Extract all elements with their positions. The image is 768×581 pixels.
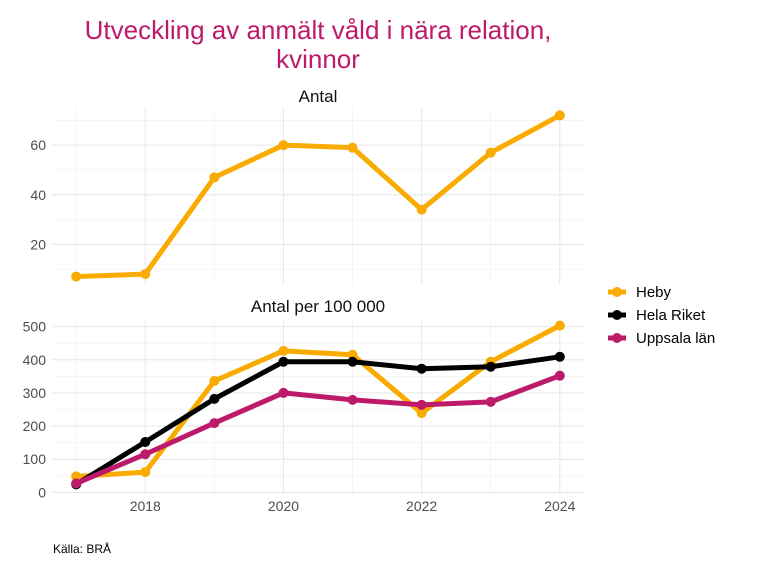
y-tick-label: 500 bbox=[23, 319, 47, 335]
series-line-heby bbox=[76, 323, 561, 479]
data-point bbox=[416, 363, 427, 374]
data-point bbox=[554, 370, 565, 381]
data-point bbox=[278, 140, 289, 151]
legend-label: Heby bbox=[636, 284, 672, 301]
x-tick-label: 2018 bbox=[130, 498, 161, 514]
y-tick-label: 400 bbox=[23, 352, 47, 368]
y-tick-label: 0 bbox=[38, 484, 46, 500]
y-tick-label: 60 bbox=[30, 137, 46, 153]
chart-title-line1: Utveckling av anmält våld i nära relatio… bbox=[85, 15, 552, 45]
data-point bbox=[209, 375, 220, 386]
series-line-uppsala-län bbox=[75, 373, 561, 486]
data-point bbox=[485, 361, 496, 372]
panel-title-bottom: Antal per 100 000 bbox=[251, 297, 385, 316]
data-point bbox=[209, 393, 220, 404]
data-point bbox=[485, 396, 496, 407]
data-point bbox=[209, 172, 220, 183]
data-point bbox=[71, 471, 82, 482]
data-point bbox=[140, 269, 151, 280]
data-point bbox=[554, 351, 565, 362]
data-point bbox=[485, 147, 496, 158]
data-point bbox=[278, 345, 289, 356]
data-point bbox=[347, 142, 358, 153]
series-line-heby bbox=[76, 113, 562, 280]
chart-title-line2: kvinnor bbox=[276, 44, 360, 74]
data-point bbox=[209, 418, 220, 429]
data-point bbox=[347, 394, 358, 405]
data-point bbox=[278, 387, 289, 398]
x-tick-label: 2020 bbox=[268, 498, 299, 514]
y-tick-label: 100 bbox=[23, 451, 47, 467]
data-point bbox=[71, 271, 82, 282]
y-tick-label: 200 bbox=[23, 418, 47, 434]
series-line-hela-riket bbox=[74, 354, 561, 487]
data-point bbox=[347, 356, 358, 367]
x-tick-label: 2022 bbox=[406, 498, 437, 514]
y-tick-label: 40 bbox=[30, 187, 46, 203]
data-point bbox=[554, 110, 565, 121]
data-point bbox=[140, 467, 151, 478]
legend-label: Uppsala län bbox=[636, 330, 715, 347]
data-point bbox=[416, 408, 427, 419]
x-tick-label: 2024 bbox=[544, 498, 575, 514]
legend: Heby Hela Riket Uppsala län bbox=[608, 284, 715, 347]
data-point bbox=[278, 356, 289, 367]
data-point bbox=[347, 349, 358, 360]
data-point bbox=[416, 204, 427, 215]
legend-label: Hela Riket bbox=[636, 307, 706, 324]
panel-title-top: Antal bbox=[299, 87, 338, 106]
data-point bbox=[140, 436, 151, 447]
legend-key-point bbox=[612, 333, 622, 343]
caption: Källa: BRÅ bbox=[53, 541, 111, 556]
legend-key-point bbox=[612, 287, 622, 297]
data-point bbox=[140, 449, 151, 460]
legend-key-point bbox=[612, 310, 622, 320]
data-point bbox=[554, 320, 565, 331]
y-tick-label: 20 bbox=[30, 236, 46, 252]
y-tick-label: 300 bbox=[23, 385, 47, 401]
data-point bbox=[71, 478, 82, 489]
data-point bbox=[416, 399, 427, 410]
